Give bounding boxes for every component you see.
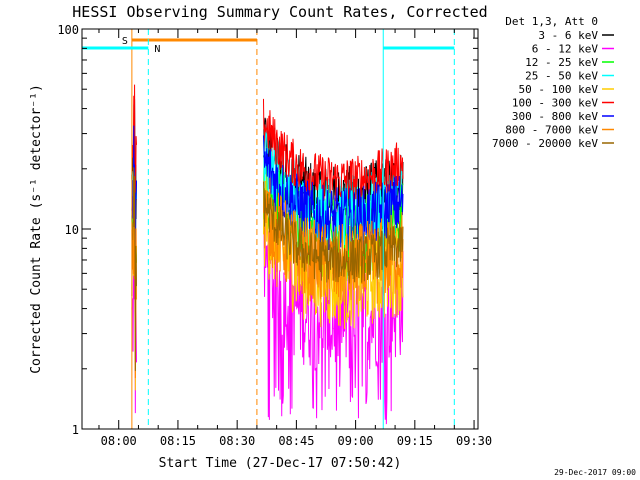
x-tick-label: 09:15 <box>397 434 433 448</box>
series-trace <box>131 167 404 371</box>
chart-title: HESSI Observing Summary Count Rates, Cor… <box>72 3 487 21</box>
plot-area: SN <box>82 29 455 429</box>
x-tick-label: 08:30 <box>219 434 255 448</box>
series-line <box>131 167 137 371</box>
x-tick-label: 08:45 <box>278 434 314 448</box>
legend-label: 800 - 7000 keV <box>505 124 598 137</box>
series-line <box>262 98 404 203</box>
legend-label: 100 - 300 keV <box>512 97 598 110</box>
x-tick-label: 09:00 <box>338 434 374 448</box>
y-tick-label: 1 <box>72 423 79 437</box>
x-axis-label: Start Time (27-Dec-17 07:50:42) <box>159 456 402 471</box>
night-flag-label: N <box>154 44 160 55</box>
legend-header: Det 1,3, Att 0 <box>505 15 598 28</box>
legend-label: 25 - 50 keV <box>525 70 598 83</box>
series-line <box>262 205 404 425</box>
footer-date: 29-Dec-2017 09:00 <box>554 468 636 477</box>
y-tick-label: 100 <box>57 23 79 37</box>
saa-flag-label: S <box>122 36 128 47</box>
legend-label: 12 - 25 keV <box>525 56 598 69</box>
x-tick-label: 08:15 <box>160 434 196 448</box>
legend-label: 3 - 6 keV <box>538 29 598 42</box>
x-tick-label: 09:30 <box>456 434 492 448</box>
series-line <box>262 181 404 284</box>
y-axis: 1 10 100 <box>57 23 478 437</box>
y-axis-label: Corrected Count Rate (s⁻¹ detector⁻¹) <box>29 84 44 374</box>
legend-label: 300 - 800 keV <box>512 110 598 123</box>
legend-label: 6 - 12 keV <box>532 43 599 56</box>
legend-label: 50 - 100 keV <box>519 83 599 96</box>
x-axis: 08:00 08:15 08:30 08:45 09:00 09:15 09:30 <box>98 29 492 448</box>
y-tick-label: 10 <box>65 223 79 237</box>
legend-label: 7000 - 20000 keV <box>492 137 598 150</box>
x-tick-label: 08:00 <box>101 434 137 448</box>
